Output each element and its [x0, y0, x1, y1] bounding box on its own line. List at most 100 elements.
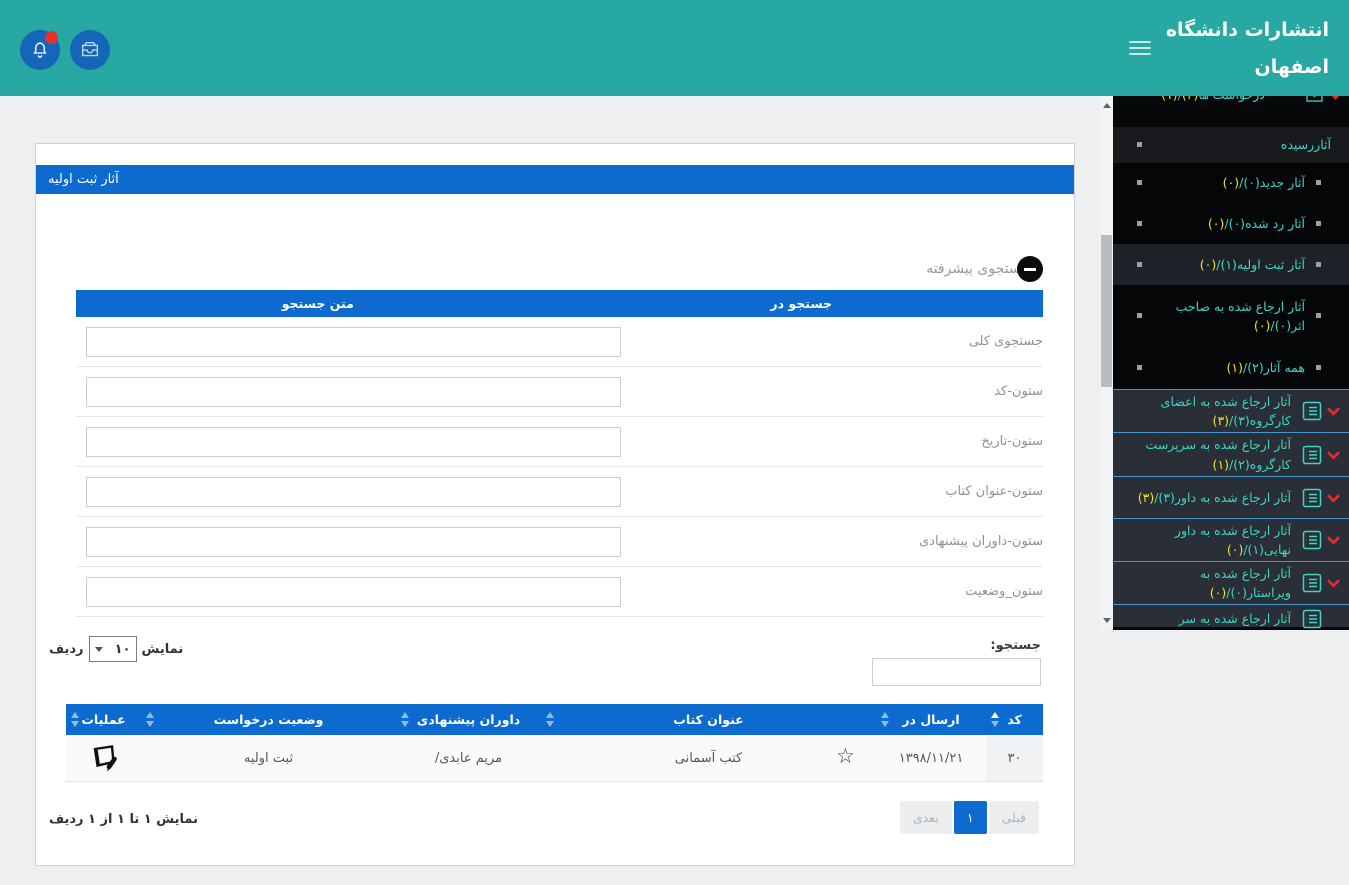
book-title-column-input[interactable] — [86, 477, 621, 507]
advanced-search-label: جستجوی پیشرفته — [926, 261, 1030, 277]
table-row: ۳۰ ۱۳۹۸/۱۱/۲۱ کتب آسمانی مریم عابدی/ ثبت… — [66, 735, 1043, 782]
bullet-icon — [1316, 220, 1321, 226]
list-icon — [1301, 573, 1323, 593]
field-label-date-column: ستون-تاریخ — [981, 434, 1043, 449]
notification-badge — [45, 31, 58, 44]
field-label-status-column: ستون_وضعیت — [965, 584, 1043, 599]
list-icon — [1301, 401, 1323, 421]
sort-icon — [401, 711, 409, 727]
sidebar-item-referred-to-workgroup-supervisor[interactable]: آثار ارجاع شده به سرپرست کارگروه(۲)/(۱) — [1113, 432, 1349, 476]
quick-search-label: جستجو: — [990, 638, 1041, 653]
previous-page-button[interactable]: قبلی — [988, 801, 1039, 834]
minus-circle-icon[interactable] — [1017, 256, 1043, 282]
sort-icon — [146, 711, 154, 727]
sidebar-item-referred-to-reviewer[interactable]: آثار ارجاع شده به داور(۳)/(۳) — [1113, 476, 1349, 518]
cell-code: ۳۰ — [986, 735, 1043, 781]
field-label-suggested-reviewers-column: ستون-داوران پیشنهادی — [919, 534, 1043, 549]
form-row: ستون-عنوان کتاب — [76, 467, 1043, 517]
field-label-book-title-column: ستون-عنوان کتاب — [945, 484, 1043, 499]
list-icon — [1301, 609, 1323, 629]
date-column-input[interactable] — [86, 427, 621, 457]
column-header-operations[interactable]: عملیات — [66, 704, 141, 735]
column-header-book-title[interactable]: عنوان کتاب — [541, 704, 876, 735]
column-header-code[interactable]: کد — [986, 704, 1043, 735]
cell-book-title: کتب آسمانی — [674, 750, 743, 766]
bullet-icon — [1316, 365, 1321, 370]
bullet-icon — [1137, 142, 1142, 147]
star-outline-icon[interactable]: ☆ — [836, 744, 855, 768]
field-label-global-search: جستجوی کلی — [968, 334, 1043, 349]
bullet-icon — [1137, 220, 1142, 226]
main-panel: آثار ثبت اولیه جستجوی پیشرفته متن جستجو … — [35, 143, 1075, 866]
form-row: جستجوی کلی — [76, 317, 1043, 367]
cell-suggested-reviewers: مریم عابدی/ — [434, 750, 503, 766]
scrollbar-thumb[interactable] — [1101, 235, 1112, 387]
app-header: انتشارات دانشگاه اصفهان — [0, 0, 1349, 96]
messages-button[interactable] — [70, 30, 110, 70]
list-icon — [1301, 488, 1323, 508]
column-header-search-in: جستجو در — [770, 296, 833, 311]
code-column-input[interactable] — [86, 377, 621, 407]
form-row: ستون-داوران پیشنهادی — [76, 517, 1043, 567]
form-row: ستون_وضعیت — [76, 567, 1043, 617]
cell-operations — [66, 735, 141, 781]
cell-request-status: ثبت اولیه — [243, 750, 294, 766]
sort-icon — [991, 711, 999, 727]
column-header-sent-on[interactable]: ارسال در — [876, 704, 986, 735]
show-label: نمایش — [141, 641, 184, 657]
results-table-header: کد ارسال در عنوان کتاب داوران پیشنهادی و… — [66, 704, 1043, 735]
sidebar-item-rejected-works[interactable]: آثار رد شده(۰)/(۰) — [1113, 203, 1349, 244]
sort-icon — [881, 711, 889, 727]
chevron-down-icon — [94, 646, 103, 652]
sidebar-scrollbar[interactable] — [1100, 96, 1113, 630]
sidebar-item-all-works[interactable]: همه آثار(۲)/(۱) — [1113, 347, 1349, 389]
bullet-icon — [1316, 180, 1321, 185]
column-header-request-status[interactable]: وضعیت درخواست — [141, 704, 396, 735]
sidebar-menu: درخواست ها(۲)/(۱) آثاررسیده آثار جدید(۰)… — [1113, 78, 1349, 630]
chevron-down-icon — [1325, 578, 1341, 588]
pagination: قبلی ۱ بعدی — [899, 801, 1041, 834]
advanced-search-form: متن جستجو جستجو در جستجوی کلی ستون-کد ست… — [76, 290, 1043, 617]
sidebar-item-referred-to-author[interactable]: آثار ارجاع شده به صاحب اثر(۰)/(۰) — [1113, 285, 1349, 347]
form-row: ستون-کد — [76, 367, 1043, 417]
rows-label: ردیف — [49, 641, 84, 657]
bullet-icon — [1137, 313, 1142, 318]
pagination-summary: نمایش ۱ تا ۱ از ۱ ردیف — [49, 812, 198, 827]
suggested-reviewers-column-input[interactable] — [86, 527, 621, 557]
chevron-down-icon — [1325, 535, 1341, 545]
global-search-input[interactable] — [86, 327, 621, 357]
quick-search-input[interactable] — [872, 658, 1041, 686]
sidebar-item-received-works[interactable]: آثاررسیده — [1113, 127, 1349, 163]
hamburger-icon[interactable] — [1129, 41, 1151, 57]
sidebar-item-referred-to-editor[interactable]: آثار ارجاع شده به ویراستار(۰)/(۰) — [1113, 561, 1349, 604]
page-size-select[interactable]: ۱۰ — [88, 636, 137, 662]
bullet-icon — [1316, 313, 1321, 318]
form-row: ستون-تاریخ — [76, 417, 1043, 467]
list-icon — [1301, 530, 1323, 550]
chevron-down-icon — [1325, 406, 1341, 416]
bell-icon — [30, 40, 50, 60]
sidebar-item-referred-to-final-reviewer[interactable]: آثار ارجاع شده به داور نهایی(۱)/(۰) — [1113, 518, 1349, 561]
sidebar-item-referred-to-head[interactable]: آثار ارجاع شده به سر — [1113, 604, 1349, 629]
sort-icon — [71, 711, 79, 727]
sidebar-item-new-works[interactable]: آثار جدید(۰)/(۰) — [1113, 163, 1349, 203]
cell-sent-date: ۱۳۹۸/۱۱/۲۱ — [898, 750, 964, 766]
edit-note-icon[interactable] — [88, 742, 120, 774]
page-number-button[interactable]: ۱ — [953, 801, 987, 834]
bullet-icon — [1137, 365, 1142, 370]
sort-icon — [546, 711, 554, 727]
next-page-button[interactable]: بعدی — [899, 801, 952, 834]
chevron-down-icon — [1325, 493, 1341, 503]
chevron-down-icon — [1325, 450, 1341, 460]
sidebar-item-referred-to-workgroup-members[interactable]: آثار ارجاع شده به اعضای کارگروه(۳)/(۳) — [1113, 389, 1349, 432]
sidebar-item-initial-registered-works[interactable]: آثار ثبت اولیه(۱)/(۰) — [1113, 244, 1349, 285]
rows-per-page-control: نمایش ۱۰ ردیف — [49, 636, 183, 662]
status-column-input[interactable] — [86, 577, 621, 607]
notifications-button[interactable] — [20, 30, 60, 70]
bullet-icon — [1137, 180, 1142, 185]
scroll-down-icon[interactable] — [1100, 613, 1113, 628]
column-header-suggested-reviewers[interactable]: داوران پیشنهادی — [396, 704, 541, 735]
column-header-search-text: متن جستجو — [281, 296, 354, 311]
field-label-code-column: ستون-کد — [994, 384, 1043, 399]
scroll-up-icon[interactable] — [1100, 98, 1113, 113]
